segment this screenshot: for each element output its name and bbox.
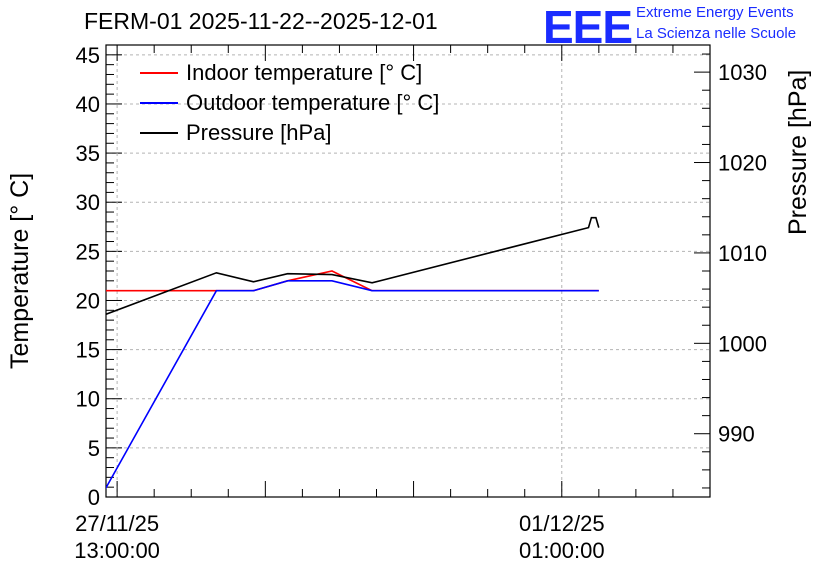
series-outdoor-temperature xyxy=(106,279,599,490)
legend: Indoor temperature [° C] Outdoor tempera… xyxy=(140,58,439,148)
legend-swatch-pressure xyxy=(140,132,178,134)
y-tick-label: 10 xyxy=(76,387,100,412)
legend-item-indoor: Indoor temperature [° C] xyxy=(140,58,439,88)
y2-tick-label: 1030 xyxy=(718,60,767,85)
y-tick-label: 15 xyxy=(76,338,100,363)
y-tick-label: 0 xyxy=(88,485,100,510)
chart-title: FERM-01 2025-11-22--2025-12-01 xyxy=(84,8,438,34)
y-tick-label: 20 xyxy=(76,288,100,313)
x-tick-label-time: 13:00:00 xyxy=(74,538,160,563)
legend-label-pressure: Pressure [hPa] xyxy=(186,120,332,145)
logo-subtitle-2: La Scienza nelle Scuole xyxy=(636,25,797,42)
logo-subtitle-1: Extreme Energy Events xyxy=(636,4,794,21)
legend-label-indoor: Indoor temperature [° C] xyxy=(186,60,423,85)
y-axis-label-left: Temperature [° C] xyxy=(6,172,34,369)
y2-tick-label: 990 xyxy=(718,422,755,447)
plot-frame xyxy=(105,44,711,498)
x-tick-label-time: 01:00:00 xyxy=(519,538,605,563)
legend-item-outdoor: Outdoor temperature [° C] xyxy=(140,88,439,118)
legend-label-outdoor: Outdoor temperature [° C] xyxy=(186,90,440,115)
y-tick-label: 35 xyxy=(76,141,100,166)
y2-tick-label: 1000 xyxy=(718,331,767,356)
y-axis-label-right: Pressure [hPa] xyxy=(784,69,812,235)
y-tick-label: 30 xyxy=(76,190,100,215)
legend-swatch-indoor xyxy=(140,72,178,74)
y-tick-label: 40 xyxy=(76,92,100,117)
eee-logo: EEE xyxy=(543,1,633,53)
series-pressure xyxy=(106,216,600,316)
y2-tick-label: 1020 xyxy=(718,151,767,176)
y-tick-label: 5 xyxy=(88,436,100,461)
x-tick-label-date: 01/12/25 xyxy=(519,511,605,536)
x-tick-label-date: 27/11/25 xyxy=(75,511,159,536)
legend-item-pressure: Pressure [hPa] xyxy=(140,118,439,148)
y-tick-label: 25 xyxy=(76,239,100,264)
y-tick-label: 45 xyxy=(76,43,100,68)
legend-swatch-outdoor xyxy=(140,102,178,104)
y2-tick-label: 1010 xyxy=(718,241,767,266)
